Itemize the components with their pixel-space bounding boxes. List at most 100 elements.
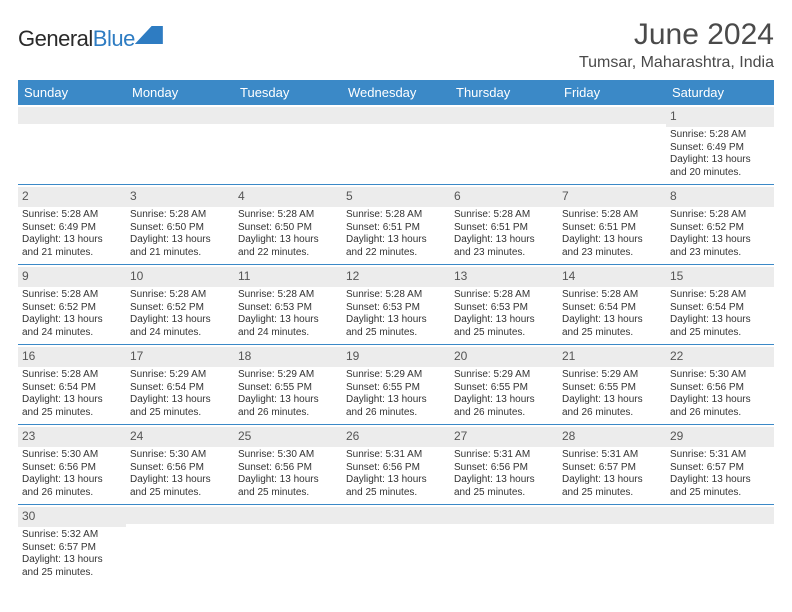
sunrise-line: Sunrise: 5:28 AM	[454, 289, 554, 302]
day-number-row: 4	[234, 187, 342, 207]
daylight-line: Daylight: 13 hours and 25 minutes.	[238, 474, 338, 500]
day-number-row: 10	[126, 267, 234, 287]
sunrise-line: Sunrise: 5:31 AM	[562, 449, 662, 462]
sunset-line: Sunset: 6:52 PM	[130, 302, 230, 315]
day-number-row: 22	[666, 347, 774, 367]
daylight-line: Daylight: 13 hours and 26 minutes.	[22, 474, 122, 500]
sunset-line: Sunset: 6:57 PM	[670, 462, 770, 475]
daylight-line: Daylight: 13 hours and 20 minutes.	[670, 154, 770, 180]
calendar-week-row: 1Sunrise: 5:28 AMSunset: 6:49 PMDaylight…	[18, 105, 774, 184]
header: GeneralBlue June 2024 Tumsar, Maharashtr…	[18, 18, 774, 72]
day-number-row: 9	[18, 267, 126, 287]
sunrise-line: Sunrise: 5:28 AM	[454, 209, 554, 222]
day-number: 14	[562, 269, 575, 283]
day-number: 27	[454, 429, 467, 443]
weekday-header: Thursday	[450, 80, 558, 105]
sunset-line: Sunset: 6:51 PM	[346, 222, 446, 235]
calendar-day-cell	[666, 504, 774, 583]
day-number: 26	[346, 429, 359, 443]
sunrise-line: Sunrise: 5:28 AM	[238, 289, 338, 302]
day-number: 10	[130, 269, 143, 283]
calendar-body: 1 Sunrise: 5:28 AM Sunset: 6:49 PM Daylight…	[18, 105, 774, 584]
daylight-line: Daylight: 13 hours and 24 minutes.	[238, 314, 338, 340]
sunset-line: Sunset: 6:56 PM	[130, 462, 230, 475]
sunrise-line: Sunrise: 5:28 AM	[238, 209, 338, 222]
calendar-day-cell	[126, 504, 234, 583]
weekday-header: Monday	[126, 80, 234, 105]
day-number-row: 14	[558, 267, 666, 287]
brand-logo: GeneralBlue	[18, 26, 163, 52]
daylight-line: Daylight: 13 hours and 26 minutes.	[670, 394, 770, 420]
daylight-line: Daylight: 13 hours and 25 minutes.	[562, 474, 662, 500]
calendar-day-cell: 20Sunrise: 5:29 AMSunset: 6:55 PMDayligh…	[450, 344, 558, 424]
daylight-line: Daylight: 13 hours and 21 minutes.	[130, 234, 230, 260]
weekday-header: Saturday	[666, 80, 774, 105]
day-number: 16	[22, 349, 35, 363]
day-number-row: 17	[126, 347, 234, 367]
calendar-day-cell	[450, 105, 558, 184]
sunrise-line: Sunrise: 5:28 AM	[346, 209, 446, 222]
sunrise-line: Sunrise: 5:31 AM	[454, 449, 554, 462]
daylight-line: Daylight: 13 hours and 26 minutes.	[562, 394, 662, 420]
calendar-day-cell: 16Sunrise: 5:28 AMSunset: 6:54 PMDayligh…	[18, 344, 126, 424]
day-number: 3	[130, 189, 137, 203]
day-number: 11	[238, 269, 250, 283]
day-number: 9	[22, 269, 29, 283]
daylight-line: Daylight: 13 hours and 22 minutes.	[238, 234, 338, 260]
sunset-line: Sunset: 6:54 PM	[22, 382, 122, 395]
sunrise-line: Sunrise: 5:28 AM	[562, 209, 662, 222]
sunset-line: Sunset: 6:57 PM	[22, 542, 122, 555]
sunset-line: Sunset: 6:52 PM	[670, 222, 770, 235]
daylight-line: Daylight: 13 hours and 25 minutes.	[22, 394, 122, 420]
day-number: 21	[562, 349, 575, 363]
day-number: 2	[22, 189, 29, 203]
calendar-day-cell: 17Sunrise: 5:29 AMSunset: 6:54 PMDayligh…	[126, 344, 234, 424]
calendar-day-cell: 24Sunrise: 5:30 AMSunset: 6:56 PMDayligh…	[126, 424, 234, 504]
daylight-line: Daylight: 13 hours and 25 minutes.	[130, 474, 230, 500]
brand-name-part2: Blue	[93, 26, 135, 51]
weekday-header: Friday	[558, 80, 666, 105]
calendar-day-cell: 5Sunrise: 5:28 AMSunset: 6:51 PMDaylight…	[342, 184, 450, 264]
day-number: 25	[238, 429, 251, 443]
calendar-table: Sunday Monday Tuesday Wednesday Thursday…	[18, 80, 774, 584]
sunrise-line: Sunrise: 5:29 AM	[562, 369, 662, 382]
brand-flag-icon	[135, 26, 163, 44]
sunrise-line: Sunrise: 5:31 AM	[346, 449, 446, 462]
calendar-day-cell	[234, 105, 342, 184]
sunset-line: Sunset: 6:57 PM	[562, 462, 662, 475]
sunrise-line: Sunrise: 5:28 AM	[346, 289, 446, 302]
day-number-row: 19	[342, 347, 450, 367]
sunset-line: Sunset: 6:56 PM	[346, 462, 446, 475]
calendar-day-cell: 2Sunrise: 5:28 AMSunset: 6:49 PMDaylight…	[18, 184, 126, 264]
calendar-day-cell: 9Sunrise: 5:28 AMSunset: 6:52 PMDaylight…	[18, 264, 126, 344]
day-number-row: 27	[450, 427, 558, 447]
sunset-line: Sunset: 6:50 PM	[238, 222, 338, 235]
day-number: 1	[670, 109, 677, 123]
day-number: 5	[346, 189, 353, 203]
day-number-row: 12	[342, 267, 450, 287]
day-number: 19	[346, 349, 359, 363]
calendar-day-cell: 13Sunrise: 5:28 AMSunset: 6:53 PMDayligh…	[450, 264, 558, 344]
day-number: 28	[562, 429, 575, 443]
sunrise-line: Sunrise: 5:30 AM	[238, 449, 338, 462]
day-number-row: 13	[450, 267, 558, 287]
sunrise-line: Sunrise: 5:32 AM	[22, 529, 122, 542]
sunrise-line: Sunrise: 5:31 AM	[670, 449, 770, 462]
sunset-line: Sunset: 6:52 PM	[22, 302, 122, 315]
brand-name: GeneralBlue	[18, 26, 135, 52]
daylight-line: Daylight: 13 hours and 25 minutes.	[22, 554, 122, 580]
sunrise-line: Sunrise: 5:28 AM	[670, 209, 770, 222]
daylight-line: Daylight: 13 hours and 23 minutes.	[670, 234, 770, 260]
sunset-line: Sunset: 6:56 PM	[670, 382, 770, 395]
calendar-day-cell: 22Sunrise: 5:30 AMSunset: 6:56 PMDayligh…	[666, 344, 774, 424]
calendar-day-cell	[126, 105, 234, 184]
sunrise-line: Sunrise: 5:29 AM	[346, 369, 446, 382]
calendar-day-cell: 6Sunrise: 5:28 AMSunset: 6:51 PMDaylight…	[450, 184, 558, 264]
sunset-line: Sunset: 6:51 PM	[562, 222, 662, 235]
sunset-line: Sunset: 6:49 PM	[22, 222, 122, 235]
weekday-header: Sunday	[18, 80, 126, 105]
sunset-line: Sunset: 6:54 PM	[670, 302, 770, 315]
calendar-day-cell	[558, 105, 666, 184]
daylight-line: Daylight: 13 hours and 25 minutes.	[562, 314, 662, 340]
calendar-day-cell: 10Sunrise: 5:28 AMSunset: 6:52 PMDayligh…	[126, 264, 234, 344]
